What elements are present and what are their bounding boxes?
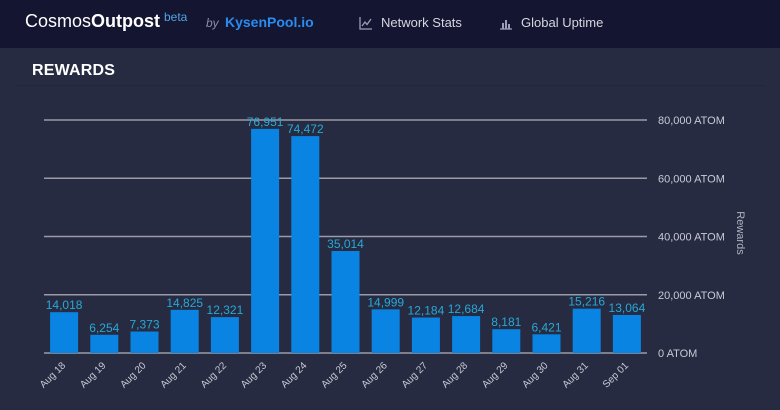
x-tick-label: Aug 28 <box>440 360 470 390</box>
bar-value-label: 74,472 <box>287 122 324 136</box>
x-tick-label: Aug 30 <box>520 360 550 390</box>
brand-logo[interactable]: CosmosOutpost <box>25 11 160 32</box>
bar-value-label: 14,825 <box>166 296 203 310</box>
nav-network-stats-label: Network Stats <box>381 15 462 30</box>
bar-value-label: 6,421 <box>531 320 561 334</box>
bar-value-label: 14,018 <box>46 298 83 312</box>
panel-divider <box>16 85 764 86</box>
y-tick-label: 0 ATOM <box>658 348 697 360</box>
x-tick-label: Aug 19 <box>78 360 108 390</box>
bar-value-label: 8,181 <box>491 315 521 329</box>
top-navbar: CosmosOutpost beta by KysenPool.io Netwo… <box>0 0 780 48</box>
x-tick-label: Aug 31 <box>561 360 591 390</box>
by-label: by <box>206 16 219 30</box>
nav-global-uptime[interactable]: Global Uptime <box>499 15 603 30</box>
x-tick-label: Aug 24 <box>279 360 309 390</box>
bar <box>492 329 521 353</box>
bar <box>331 251 360 353</box>
bar <box>130 331 159 353</box>
bar-chart-icon <box>500 19 512 30</box>
brand-name-bold: Outpost <box>91 11 161 31</box>
x-tick-label: Aug 21 <box>159 360 189 390</box>
y-axis-title: Rewards <box>734 211 746 255</box>
brand-name-light: Cosmos <box>25 11 92 31</box>
y-tick-label: 40,000 ATOM <box>658 232 725 244</box>
bar-value-label: 12,184 <box>408 304 445 318</box>
x-tick-label: Aug 22 <box>199 360 229 390</box>
x-tick-label: Aug 25 <box>319 360 349 390</box>
y-tick-label: 60,000 ATOM <box>658 173 725 185</box>
beta-badge: beta <box>164 10 188 24</box>
bar <box>170 309 199 353</box>
bar <box>452 316 481 353</box>
bar-value-label: 6,254 <box>89 321 119 335</box>
bar <box>251 128 280 353</box>
bar <box>50 312 79 353</box>
y-tick-label: 20,000 ATOM <box>658 290 725 302</box>
bar-value-label: 35,014 <box>327 237 364 251</box>
nav-network-stats[interactable]: Network Stats <box>359 15 462 30</box>
bar <box>291 136 320 353</box>
x-tick-label: Aug 23 <box>239 360 269 390</box>
x-tick-label: Aug 26 <box>360 360 390 390</box>
bar <box>90 334 119 353</box>
bar-value-label: 76,951 <box>247 115 284 129</box>
bar <box>612 314 641 353</box>
bar-value-label: 7,373 <box>129 318 159 332</box>
bar <box>532 334 561 353</box>
panel-title: REWARDS <box>32 62 116 79</box>
bar-value-label: 14,999 <box>367 295 404 309</box>
x-tick-label: Sep 01 <box>601 360 631 390</box>
x-tick-label: Aug 20 <box>118 360 148 390</box>
pool-link[interactable]: KysenPool.io <box>225 14 314 30</box>
bar-value-label: 12,684 <box>448 302 485 316</box>
bar-value-label: 15,216 <box>568 295 605 309</box>
bar <box>210 317 239 353</box>
bar-value-label: 12,321 <box>207 303 244 317</box>
x-tick-label: Aug 27 <box>400 360 430 390</box>
nav-global-uptime-label: Global Uptime <box>521 15 604 30</box>
bar <box>411 317 440 353</box>
bar-value-label: 13,064 <box>609 301 646 315</box>
x-tick-label: Aug 18 <box>38 360 68 390</box>
bar <box>572 308 601 353</box>
y-tick-label: 80,000 ATOM <box>658 115 725 127</box>
x-tick-label: Aug 29 <box>480 360 510 390</box>
bar <box>371 309 400 353</box>
line-chart-icon <box>359 16 372 30</box>
